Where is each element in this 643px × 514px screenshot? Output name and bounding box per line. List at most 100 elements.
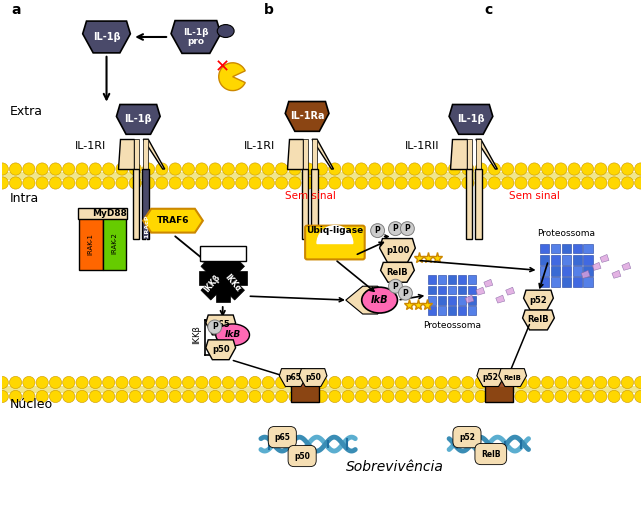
Circle shape [62,177,75,189]
Bar [572,278,582,287]
Bar [133,169,140,238]
Circle shape [475,376,487,389]
Circle shape [595,163,607,175]
Polygon shape [201,256,244,300]
Circle shape [23,177,35,189]
Bar [467,296,476,305]
Text: p100: p100 [386,246,409,255]
Polygon shape [476,287,485,295]
Circle shape [528,163,540,175]
Bar [302,169,308,238]
Ellipse shape [216,324,249,346]
Text: IKKα: IKKα [222,273,242,293]
Circle shape [462,163,474,175]
Circle shape [89,390,102,402]
Text: IL-1RI: IL-1RI [244,141,275,151]
Polygon shape [592,262,601,270]
Wedge shape [219,63,245,90]
Text: P: P [212,322,217,332]
Circle shape [382,390,394,402]
Circle shape [235,376,248,389]
Circle shape [422,376,434,389]
Circle shape [183,390,195,402]
Circle shape [368,390,381,402]
Polygon shape [134,139,140,169]
Circle shape [329,390,341,402]
Circle shape [541,177,554,189]
Circle shape [169,390,181,402]
Bar [142,169,149,238]
Circle shape [195,163,208,175]
Circle shape [36,390,48,402]
Text: MyD88: MyD88 [92,209,127,218]
Polygon shape [467,139,472,169]
Circle shape [488,390,500,402]
Bar [458,296,466,305]
Circle shape [222,177,235,189]
Circle shape [183,177,195,189]
Circle shape [515,163,527,175]
Circle shape [528,177,540,189]
Circle shape [50,390,62,402]
Circle shape [249,390,261,402]
Text: IRAK-1: IRAK-1 [87,232,94,254]
Circle shape [169,177,181,189]
Circle shape [408,390,421,402]
Bar [550,244,560,253]
Circle shape [103,390,115,402]
Circle shape [368,376,381,389]
Circle shape [475,163,487,175]
Circle shape [195,376,208,389]
Circle shape [289,390,301,402]
Circle shape [209,390,221,402]
Circle shape [36,163,48,175]
Circle shape [10,163,22,175]
Bar [428,285,437,295]
Bar [539,255,549,265]
Circle shape [116,390,128,402]
Circle shape [302,163,314,175]
Polygon shape [484,279,493,287]
Circle shape [621,163,633,175]
Circle shape [568,376,581,389]
Circle shape [302,177,314,189]
Circle shape [76,376,88,389]
Text: p52: p52 [483,373,499,382]
Text: ✕: ✕ [215,59,230,77]
Circle shape [116,376,128,389]
Circle shape [408,376,421,389]
Polygon shape [476,139,497,169]
Bar [561,255,571,265]
Bar [3,172,640,180]
Circle shape [422,163,434,175]
Circle shape [581,376,593,389]
Circle shape [621,177,633,189]
Circle shape [275,177,287,189]
Circle shape [222,390,235,402]
Bar [583,255,593,265]
Bar [572,255,582,265]
Polygon shape [523,290,554,310]
Text: IL-1RII: IL-1RII [404,141,439,151]
Circle shape [608,376,620,389]
Bar [438,306,446,315]
Circle shape [435,376,448,389]
Polygon shape [622,262,631,270]
Bar [475,169,482,238]
Circle shape [143,390,155,402]
Polygon shape [600,254,609,262]
Wedge shape [317,226,353,244]
Polygon shape [116,104,160,134]
Circle shape [502,376,514,389]
Circle shape [608,163,620,175]
Circle shape [116,177,128,189]
Circle shape [541,163,554,175]
Circle shape [76,163,88,175]
Circle shape [156,376,168,389]
Text: p50: p50 [294,451,310,461]
Circle shape [23,376,35,389]
Polygon shape [279,369,307,387]
Circle shape [581,163,593,175]
Text: Sobrevivência: Sobrevivência [345,460,444,474]
Circle shape [395,376,408,389]
